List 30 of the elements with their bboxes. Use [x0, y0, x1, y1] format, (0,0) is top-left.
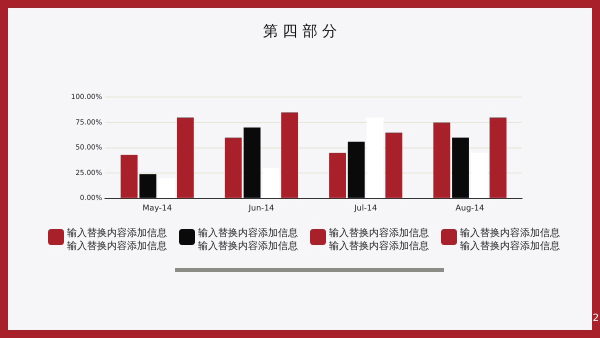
x-tick-label: Jul-14: [353, 203, 378, 212]
text: 输入替换内容添加信息: [67, 227, 167, 240]
text: 输入替换内容添加信息: [329, 227, 429, 240]
bar: [329, 152, 346, 198]
text: 输入替换内容添加信息: [460, 240, 560, 253]
chart-title: 第 四 部 分: [262, 22, 338, 41]
bar: [120, 154, 138, 198]
bar: [244, 128, 261, 198]
text: 输入替换内容添加信息: [67, 240, 167, 253]
bar: [139, 174, 156, 198]
bar: [158, 178, 176, 198]
bar: [385, 132, 402, 198]
bar: [224, 138, 242, 198]
bar: [452, 138, 469, 198]
x-tick-label: May-14: [142, 203, 172, 212]
x-tick-label: Jun-14: [248, 203, 274, 212]
text: 输入替换内容添加信息: [198, 240, 298, 253]
bar: [262, 168, 280, 198]
text: 输入替换内容添加信息: [198, 227, 298, 240]
bar: [433, 122, 450, 198]
bar: [348, 142, 365, 198]
bar: [470, 152, 488, 198]
bar: [176, 117, 194, 198]
bar: [490, 117, 506, 198]
bar: [366, 117, 384, 198]
text: 输入替换内容添加信息: [329, 240, 429, 253]
bar: [281, 112, 298, 198]
x-tick-label: Aug-14: [456, 203, 484, 212]
text: 输入替换内容添加信息: [460, 227, 560, 240]
text: 2: [592, 313, 599, 324]
